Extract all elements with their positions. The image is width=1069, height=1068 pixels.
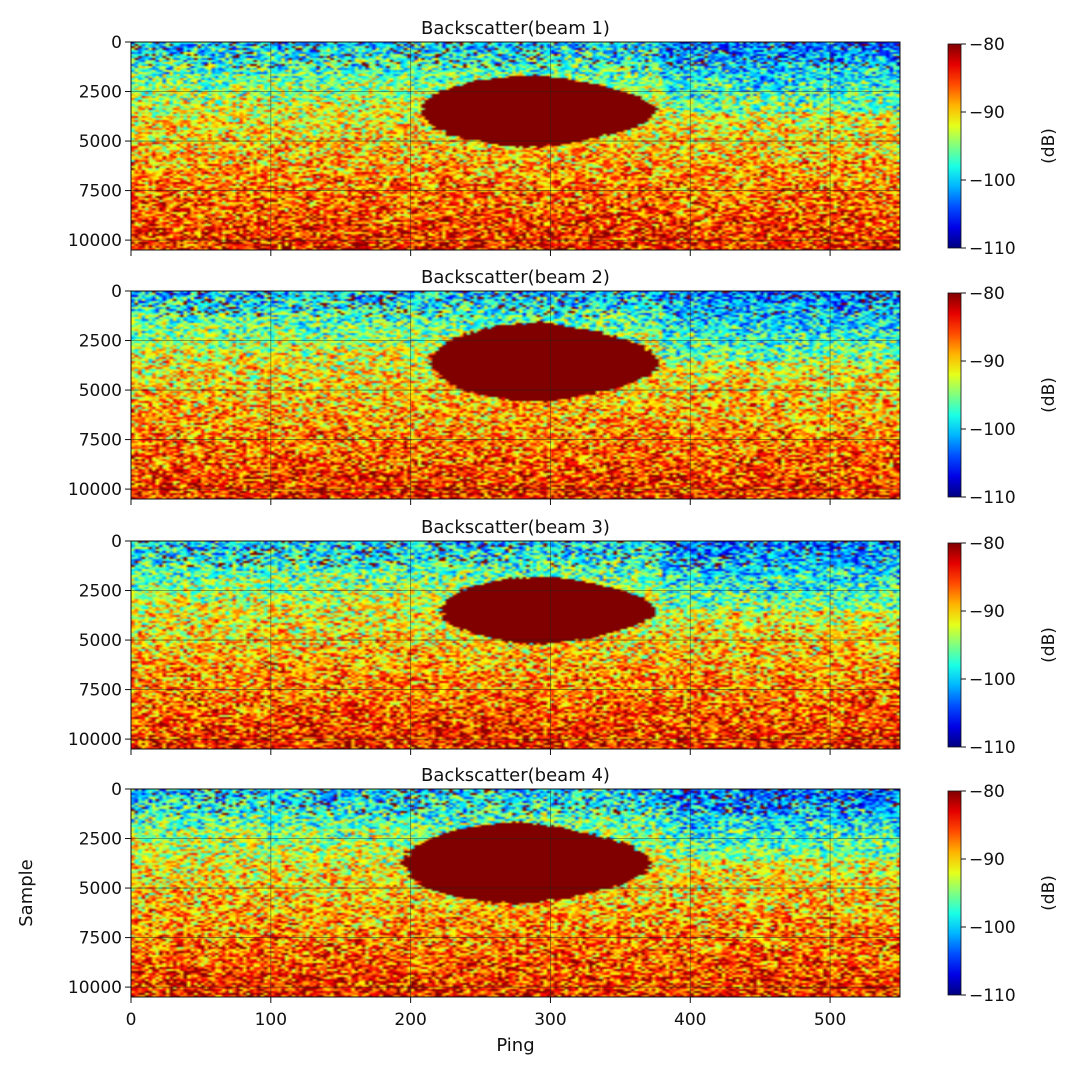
x-tick-label: 500: [814, 1010, 846, 1030]
y-tick-label: 0: [111, 33, 122, 53]
y-tick-label: 0: [111, 780, 122, 800]
y-tick-label: 0: [111, 282, 122, 302]
heatmap-image-beam-2: [131, 291, 900, 499]
panel-title: Backscatter(beam 2): [421, 267, 610, 288]
colorbar: [948, 293, 961, 497]
colorbar-tick-label: −110: [969, 738, 1016, 758]
colorbar-frame: [947, 292, 962, 498]
heatmap-image-beam-3: [131, 541, 900, 749]
colorbar-tick-label: −80: [969, 782, 1005, 802]
y-tick-label: 7500: [79, 431, 122, 451]
x-tick-label: 100: [255, 1010, 287, 1030]
colorbar-tick-label: −100: [969, 670, 1016, 690]
y-tick-label: 5000: [79, 381, 122, 401]
x-axis-label: Ping: [496, 1035, 534, 1056]
colorbar-frame: [947, 790, 962, 996]
y-tick-label: 10000: [68, 231, 122, 251]
colorbar: [948, 543, 961, 747]
colorbar-tick-label: −110: [969, 986, 1016, 1006]
colorbar-tick-label: −100: [969, 420, 1016, 440]
y-tick-label: 10000: [68, 978, 122, 998]
y-axis-label: Sample: [16, 859, 37, 927]
x-tick-label: 0: [126, 1010, 137, 1030]
x-tick-label: 400: [674, 1010, 706, 1030]
colorbar: [948, 44, 961, 248]
heatmap-image-beam-1: [131, 42, 900, 250]
panel-title: Backscatter(beam 1): [421, 18, 610, 39]
colorbar-tick-label: −80: [969, 35, 1005, 55]
colorbar-frame: [947, 43, 962, 249]
colorbar-tick-label: −80: [969, 284, 1005, 304]
colorbar-tick-label: −100: [969, 918, 1016, 938]
y-tick-label: 2500: [79, 83, 122, 103]
panel-beam-2: Backscatter(beam 2) 0 2500 5000 7500 10000 −80…: [68, 267, 1059, 508]
x-tick-label: 300: [534, 1010, 566, 1030]
panel-beam-3: Backscatter(beam 3) 0 2500 5000 7500 10000 −80…: [68, 517, 1059, 758]
y-tick-label: 5000: [79, 132, 122, 152]
axes-frame: [130, 788, 901, 998]
y-tick-label: 7500: [79, 681, 122, 701]
colorbar-tick-label: −100: [969, 171, 1016, 191]
colorbar-tick-label: −80: [969, 534, 1005, 554]
colorbar-tick-label: −110: [969, 239, 1016, 259]
y-tick-label: 2500: [79, 582, 122, 602]
heatmap-image-beam-4: [131, 789, 900, 997]
y-tick-label: 10000: [68, 730, 122, 750]
axes-frame: [130, 41, 901, 251]
colorbar-label: (dB): [1039, 377, 1059, 413]
panel-title: Backscatter(beam 4): [421, 765, 610, 786]
colorbar: [948, 791, 961, 995]
y-tick-label: 7500: [79, 182, 122, 202]
y-tick-label: 5000: [79, 631, 122, 651]
axes-frame: [130, 290, 901, 500]
panel-title: Backscatter(beam 3): [421, 517, 610, 538]
y-tick-label: 2500: [79, 830, 122, 850]
axes-frame: [130, 540, 901, 750]
panel-beam-1: Backscatter(beam 1) 0 2500 5000 7500 10000 −80…: [68, 18, 1059, 259]
colorbar-frame: [947, 542, 962, 748]
y-tick-label: 0: [111, 532, 122, 552]
colorbar-tick-label: −90: [969, 103, 1005, 123]
colorbar-tick-label: −90: [969, 602, 1005, 622]
y-tick-label: 7500: [79, 929, 122, 949]
x-tick-label: 200: [394, 1010, 426, 1030]
colorbar-label: (dB): [1039, 128, 1059, 164]
y-tick-label: 10000: [68, 480, 122, 500]
colorbar-tick-label: −110: [969, 488, 1016, 508]
colorbar-tick-label: −90: [969, 850, 1005, 870]
colorbar-label: (dB): [1039, 875, 1059, 911]
y-tick-label: 2500: [79, 332, 122, 352]
colorbar-tick-label: −90: [969, 352, 1005, 372]
y-tick-label: 5000: [79, 879, 122, 899]
colorbar-label: (dB): [1039, 627, 1059, 663]
